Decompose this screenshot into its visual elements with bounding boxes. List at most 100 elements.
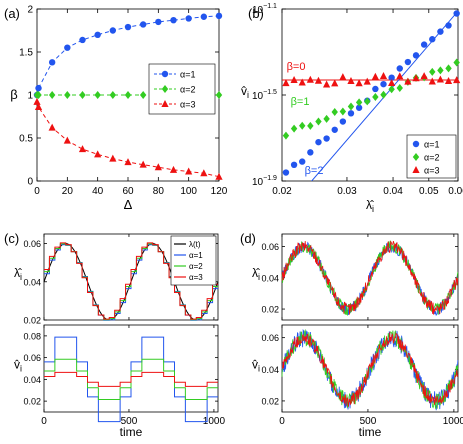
data-point: [371, 72, 379, 80]
data-point: [170, 16, 177, 24]
panel-label: (c): [4, 231, 19, 246]
data-point: [339, 118, 347, 125]
x-tick-label: 0.04: [383, 186, 403, 197]
x-tick-label: 0.02: [272, 186, 292, 197]
data-point: [33, 97, 41, 105]
data-point: [445, 64, 452, 73]
data-point: [355, 98, 363, 107]
data-point: [94, 150, 102, 158]
y-axis-label-main: v̂: [14, 358, 20, 372]
legend-label: α=1: [424, 140, 439, 150]
y-axis-label-text: v̂i: [252, 358, 260, 374]
legend-label: α=3: [424, 166, 439, 176]
y-tick-base: 10: [252, 91, 264, 102]
data-point: [306, 75, 314, 83]
annotation-label: β=0: [287, 61, 306, 73]
data-point: [429, 36, 436, 43]
y-tick-label: 0.06: [261, 242, 279, 252]
x-tick-label: 500: [360, 416, 377, 427]
data-point: [200, 169, 208, 177]
data-point: [215, 172, 223, 180]
data-point: [453, 10, 460, 17]
panel-d-top: 0.02 0.04 0.06 λ̂i: [252, 233, 459, 321]
legend-label: α=2: [424, 153, 439, 163]
y-tick-label: 0.04: [261, 365, 279, 375]
data-point: [78, 145, 87, 153]
data-point: [299, 158, 306, 165]
series-line-3: [36, 101, 220, 178]
data-point: [355, 104, 363, 111]
data-point: [154, 163, 162, 171]
x-tick-label: 40: [92, 186, 104, 197]
x-axis-label: λ̂i: [366, 198, 374, 214]
legend-marker: [412, 153, 420, 161]
x-tick-label: 0.06: [448, 186, 463, 197]
y-axis-label-main: λ̂: [14, 266, 22, 280]
y-axis-label: β: [10, 87, 17, 102]
legend-marker: [161, 70, 169, 78]
data-point: [396, 72, 404, 80]
data-point: [139, 160, 147, 168]
x-axis-label: time: [120, 425, 143, 439]
annotation-label: β=1: [291, 96, 310, 108]
data-point: [347, 102, 355, 111]
y-axis-label-text: λ̂i: [14, 266, 22, 282]
x-tick-label: 500: [121, 416, 138, 427]
panel-c: (c)0.020.040.06λ̂iλ(t)α=1α=2α=30 500 10000…: [4, 231, 225, 439]
data-point: [420, 72, 428, 80]
panel-d-bottom: 0 500 1000 0.02 0.04 0.06 v̂i: [252, 324, 463, 427]
data-point: [453, 76, 461, 84]
data-point: [315, 117, 322, 126]
data-point: [307, 149, 314, 156]
data-point: [444, 76, 453, 84]
data-point: [64, 44, 71, 51]
data-point: [437, 66, 444, 75]
y-axis-label-text: v̂i: [14, 358, 22, 374]
data-point: [380, 90, 387, 99]
legend-marker: [161, 85, 169, 93]
data-point: [322, 80, 331, 88]
data-point: [314, 76, 323, 84]
data-point: [436, 75, 445, 83]
x-tick-label: 60: [122, 186, 134, 197]
x-tick-label: 0: [34, 186, 40, 197]
data-point: [290, 75, 298, 83]
y-tick-label: 0.06: [23, 353, 41, 363]
series-line-4: [44, 242, 218, 320]
data-point: [396, 65, 403, 72]
data-point: [404, 58, 412, 66]
data-point: [412, 52, 420, 59]
x-tick-label: 1000: [443, 416, 463, 427]
data-point: [379, 71, 388, 79]
data-point: [35, 91, 42, 99]
data-point: [323, 135, 330, 142]
panel-c-top: 0.02 0.04 0.06 λ̂i λ(t) α=1 α=2 α=3: [14, 233, 219, 326]
y-axis-label-sub: i: [258, 364, 260, 374]
data-point: [299, 121, 306, 130]
legend: α=1 α=2 α=3: [406, 134, 457, 179]
data-point: [347, 110, 355, 117]
x-tick-label: 1000: [203, 416, 226, 427]
y-tick-label: 0.06: [23, 239, 41, 249]
data-point: [412, 74, 420, 82]
data-point: [124, 91, 132, 99]
x-tick-label: 0: [41, 416, 47, 427]
y-tick-label: 0.04: [23, 277, 41, 287]
data-point: [364, 97, 371, 106]
y-tick-label: 0.06: [261, 333, 279, 343]
data-point: [453, 58, 460, 67]
y-tick-label: 10−1.5: [252, 89, 277, 102]
panel-label: (d): [240, 231, 256, 246]
data-point: [290, 161, 298, 169]
data-point: [79, 91, 86, 99]
data-point: [35, 84, 42, 92]
x-tick-label: 0.05: [419, 186, 439, 197]
data-point: [429, 67, 436, 76]
x-axis-label: time: [359, 425, 382, 439]
panel-label: (a): [4, 6, 20, 21]
data-point: [94, 31, 101, 38]
x-tick-label: 120: [211, 186, 228, 197]
series-line-1: [36, 15, 220, 96]
y-tick-exp: −1.1: [263, 3, 277, 10]
y-axis-label-sub: i: [258, 272, 260, 282]
